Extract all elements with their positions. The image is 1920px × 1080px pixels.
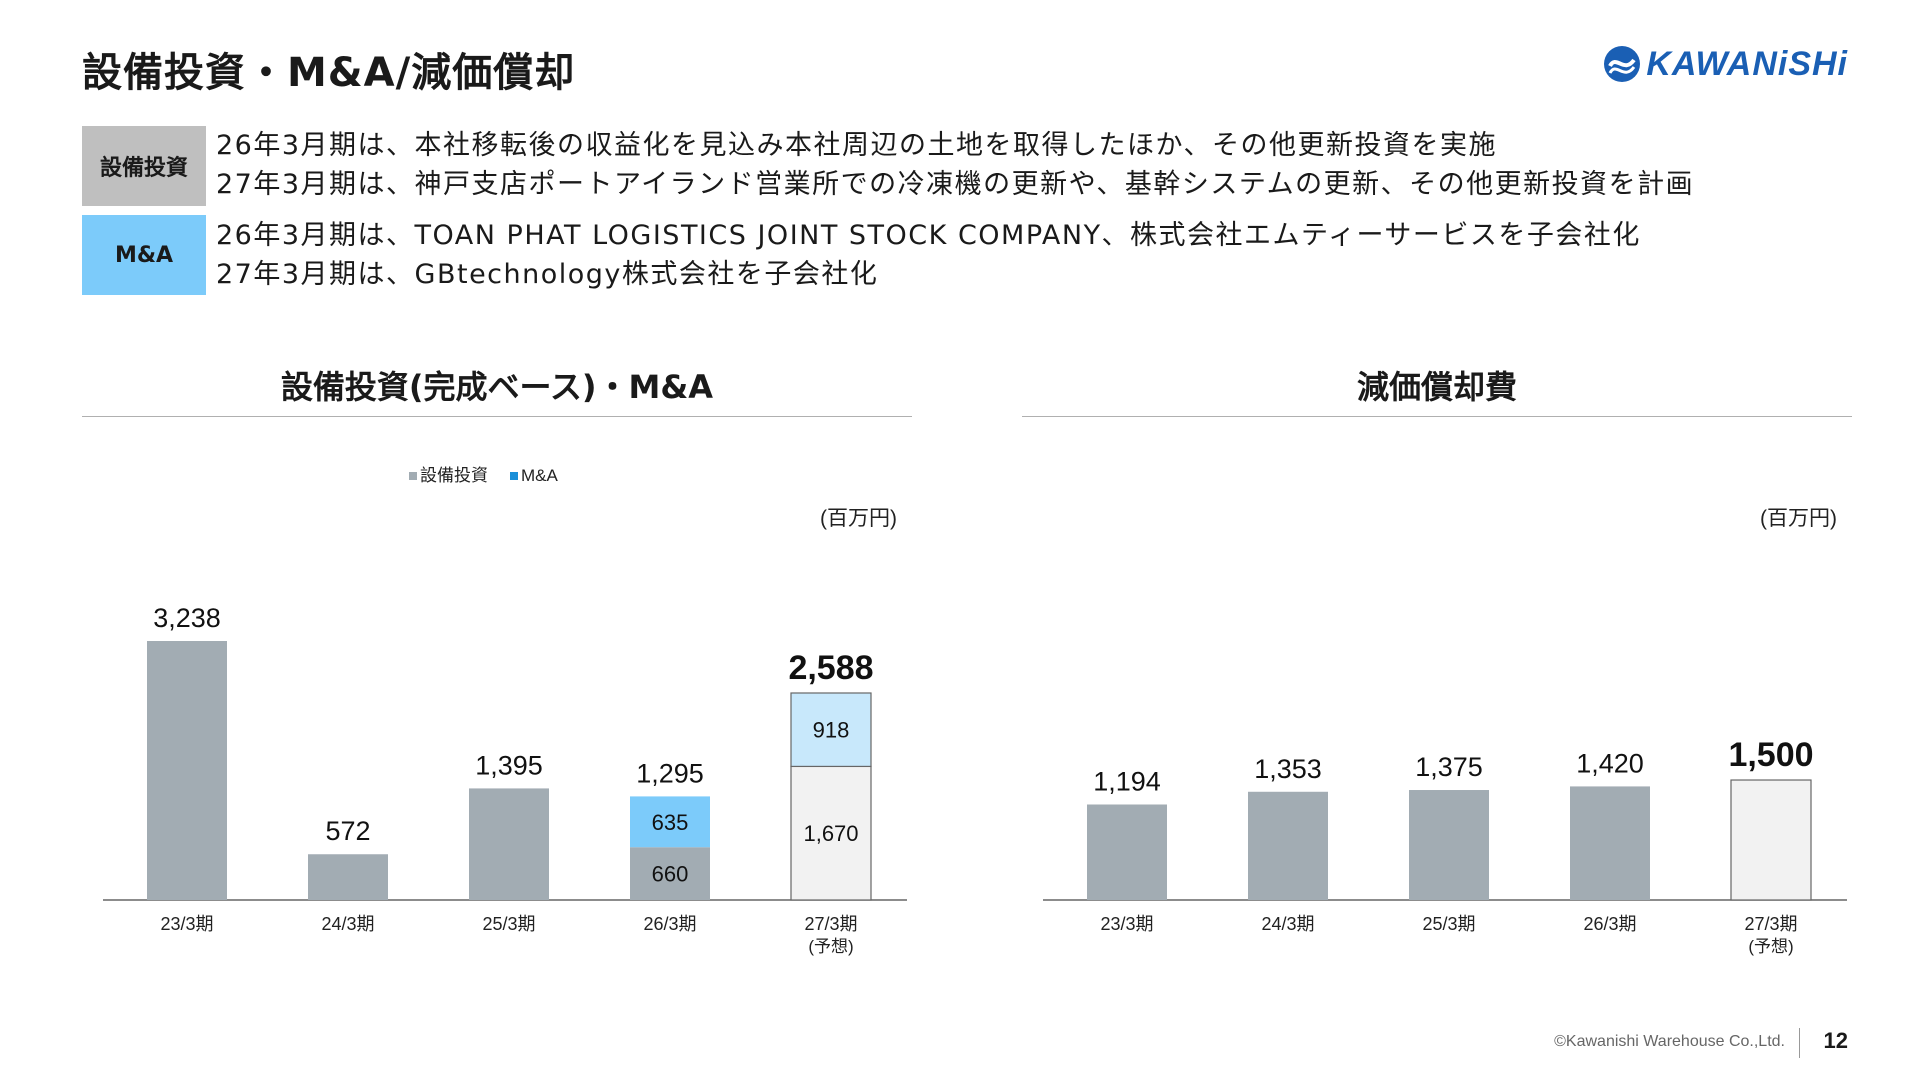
- unit-label: (百万円): [820, 507, 897, 530]
- x-tick-label-1: 24/3期: [321, 914, 374, 934]
- bar-base-4: [1730, 779, 1812, 901]
- x-tick-label-4: 27/3期: [804, 914, 857, 934]
- total-label-0: 3,238: [153, 603, 221, 633]
- x-tick-note-4: (予想): [1748, 937, 1793, 956]
- mna-tag: M&A: [82, 215, 206, 295]
- logo-text: KAWANiSHi: [1646, 44, 1848, 83]
- capex-chart-title-rule: [82, 416, 912, 417]
- bar-mna-3: [630, 796, 710, 848]
- capex-description: 26年3月期は、本社移転後の収益化を見込み本社周辺の土地を取得したほか、その他更…: [216, 126, 1694, 204]
- total-label-2: 1,375: [1415, 752, 1483, 782]
- segment-label-1-4: 918: [813, 718, 850, 743]
- footer-separator: [1799, 1028, 1800, 1058]
- x-tick-label-3: 26/3期: [643, 914, 696, 934]
- total-label-3: 1,420: [1576, 748, 1644, 778]
- bar-base-2: [1409, 790, 1489, 900]
- capex-line-1: 26年3月期は、本社移転後の収益化を見込み本社周辺の土地を取得したほか、その他更…: [216, 130, 1497, 161]
- mna-line-1: 26年3月期は、TOAN PHAT LOGISTICS JOINT STOCK …: [216, 220, 1641, 251]
- x-tick-label-0: 23/3期: [160, 914, 213, 934]
- total-label-4: 1,500: [1728, 736, 1813, 774]
- depreciation-chart-title-rule: [1022, 416, 1852, 417]
- mna-line-2: 27年3月期は、GBtechnology株式会社を子会社化: [216, 259, 879, 290]
- bar-base-0: [1087, 804, 1167, 900]
- bar-base-3: [630, 847, 710, 900]
- total-label-0: 1,194: [1093, 766, 1161, 796]
- total-label-2: 1,395: [475, 750, 543, 780]
- legend-swatch-0: [409, 472, 417, 480]
- company-logo: KAWANiSHi: [1602, 44, 1848, 84]
- legend-swatch-1: [510, 472, 518, 480]
- page-title: 設備投資・M&A/減価償却: [82, 50, 576, 96]
- legend-label-0: 設備投資: [420, 466, 488, 485]
- segment-label-0-4: 1,670: [803, 821, 858, 846]
- unit-label: (百万円): [1760, 507, 1837, 530]
- depreciation-chart-title: 減価償却費: [1356, 368, 1517, 406]
- total-label-1: 1,353: [1254, 754, 1322, 784]
- x-tick-label-2: 25/3期: [1422, 914, 1475, 934]
- capex-chart-title: 設備投資(完成ベース)・M&A: [280, 368, 714, 406]
- bar-base-1: [1248, 791, 1328, 900]
- x-tick-label-3: 26/3期: [1583, 914, 1636, 934]
- x-tick-note-4: (予想): [808, 937, 853, 956]
- total-label-3: 1,295: [636, 758, 704, 788]
- bar-base-0: [147, 641, 227, 900]
- total-label-4: 2,588: [788, 649, 873, 687]
- bar-base-1: [308, 854, 388, 900]
- bar-base-2: [469, 788, 549, 900]
- x-tick-label-0: 23/3期: [1100, 914, 1153, 934]
- segment-label-0-3: 660: [652, 862, 689, 887]
- legend-label-1: M&A: [521, 466, 559, 485]
- kawanishi-logo-icon: [1604, 46, 1641, 82]
- mna-description: 26年3月期は、TOAN PHAT LOGISTICS JOINT STOCK …: [216, 216, 1641, 294]
- bar-mna-4: [790, 692, 872, 768]
- x-tick-label-2: 25/3期: [482, 914, 535, 934]
- total-label-1: 572: [325, 816, 370, 846]
- capex-mna-chart: 設備投資 M&A (百万円) 3,238 23/3期 572 24/3期 1,395 25/3期…: [103, 466, 907, 956]
- footer-copyright: ©Kawanishi Warehouse Co.,Ltd.: [1554, 1033, 1785, 1050]
- x-tick-label-1: 24/3期: [1261, 914, 1314, 934]
- x-tick-label-4: 27/3期: [1744, 914, 1797, 934]
- segment-label-1-3: 635: [652, 810, 689, 835]
- capex-tag: 設備投資: [82, 126, 206, 206]
- bar-base-3: [1570, 786, 1650, 900]
- depreciation-chart: (百万円) 1,194 23/3期 1,353 24/3期 1,375 25/3期 1,420…: [1043, 507, 1847, 956]
- page-number: 12: [1823, 1028, 1848, 1053]
- capex-line-2: 27年3月期は、神戸支店ポートアイランド営業所での冷凍機の更新や、基幹システムの…: [216, 169, 1695, 200]
